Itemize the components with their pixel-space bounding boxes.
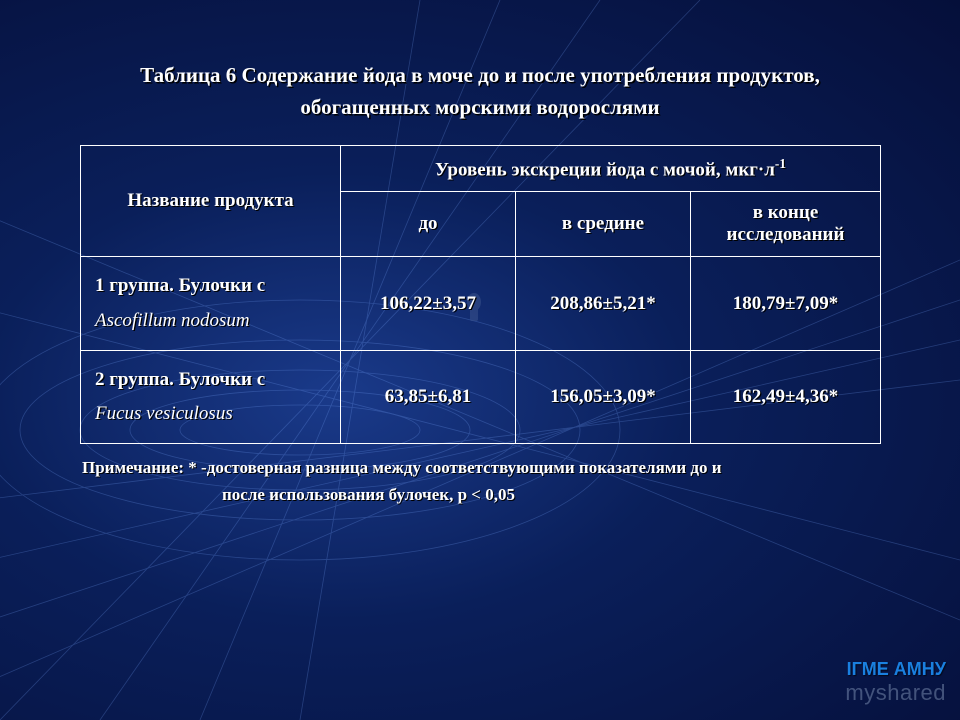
org-label: ІГМЕ АМНУ [847, 659, 946, 680]
product-name-1: 1 группа. Булочки с Ascofillum nodosum [81, 257, 341, 350]
subheader-middle: в средине [516, 192, 691, 257]
cell-r2-end: 162,49±4,36* [691, 350, 881, 443]
cell-r1-end: 180,79±7,09* [691, 257, 881, 350]
cell-r2-middle: 156,05±3,09* [516, 350, 691, 443]
product-name-2: 2 группа. Булочки с Fucus vesiculosus [81, 350, 341, 443]
table-title: Таблица 6 Содержание йода в моче до и по… [80, 60, 880, 123]
footnote: Примечание: * -достоверная разница между… [80, 454, 880, 508]
table-row: 2 группа. Булочки с Fucus vesiculosus 63… [81, 350, 881, 443]
col-header-level: Уровень экскреции йода с мочой, мкг·л-1 [341, 146, 881, 192]
cell-r1-middle: 208,86±5,21* [516, 257, 691, 350]
watermark: myshared [845, 680, 946, 706]
subheader-end: в концеисследований [691, 192, 881, 257]
table-row: 1 группа. Булочки с Ascofillum nodosum 1… [81, 257, 881, 350]
subheader-before: до [341, 192, 516, 257]
cell-r2-before: 63,85±6,81 [341, 350, 516, 443]
col-header-product: Название продукта [81, 146, 341, 257]
data-table: Название продукта Уровень экскреции йода… [80, 145, 881, 444]
footnote-line2: после использования булочек, p < 0,05 [82, 481, 880, 508]
title-line2: обогащенных морскими водорослями [300, 95, 659, 119]
title-line1: Таблица 6 Содержание йода в моче до и по… [140, 63, 820, 87]
cell-r1-before: 106,22±3,57 [341, 257, 516, 350]
footnote-line1: Примечание: * -достоверная разница между… [82, 458, 722, 477]
